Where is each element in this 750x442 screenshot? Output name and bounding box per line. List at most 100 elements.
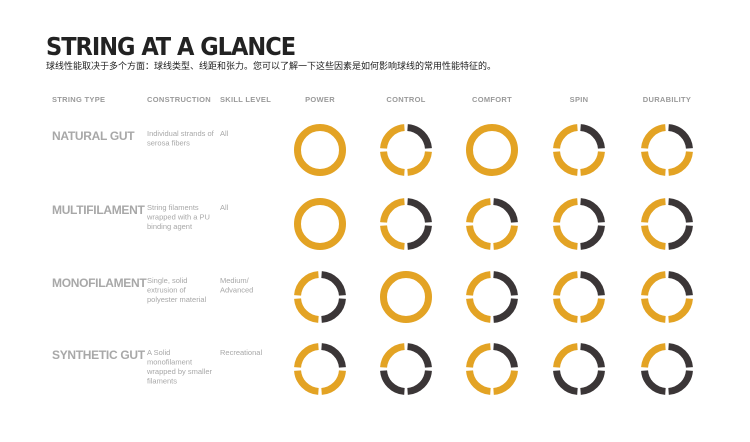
rating-ring <box>641 198 693 250</box>
rating-ring <box>294 271 346 323</box>
ring-segment <box>580 370 605 395</box>
ring-segment <box>668 370 693 395</box>
skill-level: Recreational <box>220 348 262 357</box>
ring-segment <box>493 271 518 296</box>
ring-segment <box>668 225 693 250</box>
rating-ring <box>466 271 518 323</box>
ring-segment <box>380 124 405 149</box>
skill-level: All <box>220 203 229 212</box>
ring-segment <box>407 343 432 368</box>
ring-segment <box>407 198 432 223</box>
rating-ring <box>553 198 605 250</box>
ring-segment <box>466 343 491 368</box>
ring-segment <box>553 343 578 368</box>
ring-segment <box>407 370 432 395</box>
rating-ring <box>380 124 432 176</box>
ring-segment <box>321 271 346 296</box>
ring-segment <box>493 198 518 223</box>
ring-segment <box>321 370 346 395</box>
ring-segment <box>553 298 578 323</box>
rating-ring <box>294 124 346 176</box>
column-header: STRING TYPE <box>52 95 105 104</box>
construction: String filaments <box>147 203 199 212</box>
construction: A Solid <box>147 348 170 357</box>
ring-segment <box>641 343 666 368</box>
ring-segment <box>580 271 605 296</box>
construction: monofilament <box>147 358 193 367</box>
ring-segment <box>668 343 693 368</box>
ring-segment <box>580 151 605 176</box>
ring-segment <box>294 124 346 176</box>
construction: wrapped by smaller <box>146 367 213 376</box>
ring-segment <box>580 124 605 149</box>
rating-ring <box>380 271 432 323</box>
ring-segment <box>407 124 432 149</box>
ring-segment <box>380 198 405 223</box>
rating-ring <box>466 198 518 250</box>
ring-segment <box>294 343 319 368</box>
rating-ring <box>641 124 693 176</box>
ring-segment <box>641 271 666 296</box>
rating-ring <box>641 343 693 395</box>
construction: binding agent <box>147 222 193 231</box>
ring-segment <box>553 370 578 395</box>
ring-segment <box>466 198 491 223</box>
rating-ring <box>466 343 518 395</box>
ring-segment <box>641 198 666 223</box>
ring-segment <box>668 298 693 323</box>
ring-segment <box>466 225 491 250</box>
ring-segment <box>641 298 666 323</box>
ring-segment <box>493 298 518 323</box>
construction: extrusion of <box>147 286 187 295</box>
ring-segment <box>294 198 346 250</box>
ring-segment <box>668 198 693 223</box>
ring-segment <box>668 124 693 149</box>
subtitle: 球线性能取决于多个方面：球线类型、线距和张力。您可以了解一下这些因素是如何影响球… <box>46 60 496 71</box>
ring-segment <box>580 198 605 223</box>
ring-segment <box>294 298 319 323</box>
string-type: MONOFILAMENT <box>52 276 147 290</box>
ring-segment <box>641 151 666 176</box>
column-header: CONSTRUCTION <box>147 95 211 104</box>
ring-segment <box>493 343 518 368</box>
ring-segment <box>466 271 491 296</box>
skill-level: All <box>220 129 229 138</box>
column-header: DURABILITY <box>643 95 691 104</box>
ring-segment <box>321 343 346 368</box>
rating-ring <box>641 271 693 323</box>
ring-segment <box>493 370 518 395</box>
column-header: CONTROL <box>386 95 425 104</box>
construction: wrapped with a PU <box>146 213 210 222</box>
ring-segment <box>294 271 319 296</box>
construction: Single, solid <box>147 276 187 285</box>
construction: polyester material <box>147 295 207 304</box>
ring-segment <box>380 370 405 395</box>
column-header: POWER <box>305 95 335 104</box>
skill-level: Medium/ <box>220 276 250 285</box>
rating-ring <box>380 343 432 395</box>
column-header: COMFORT <box>472 95 512 104</box>
ring-segment <box>380 225 405 250</box>
ring-segment <box>641 124 666 149</box>
ring-segment <box>553 124 578 149</box>
rating-ring <box>553 124 605 176</box>
column-header: SKILL LEVEL <box>220 95 271 104</box>
ring-segment <box>466 298 491 323</box>
rating-ring <box>553 343 605 395</box>
ring-segment <box>641 370 666 395</box>
title: STRING AT A GLANCE <box>46 32 295 61</box>
ring-segment <box>493 225 518 250</box>
string-type: MULTIFILAMENT <box>52 203 145 217</box>
ring-segment <box>380 343 405 368</box>
construction: serosa fibers <box>147 139 190 148</box>
ring-segment <box>466 370 491 395</box>
rating-ring <box>380 198 432 250</box>
ring-segment <box>294 370 319 395</box>
ring-segment <box>580 225 605 250</box>
rating-ring <box>294 343 346 395</box>
ring-segment <box>380 271 432 323</box>
ring-segment <box>407 225 432 250</box>
ring-segment <box>641 225 666 250</box>
ring-segment <box>553 151 578 176</box>
